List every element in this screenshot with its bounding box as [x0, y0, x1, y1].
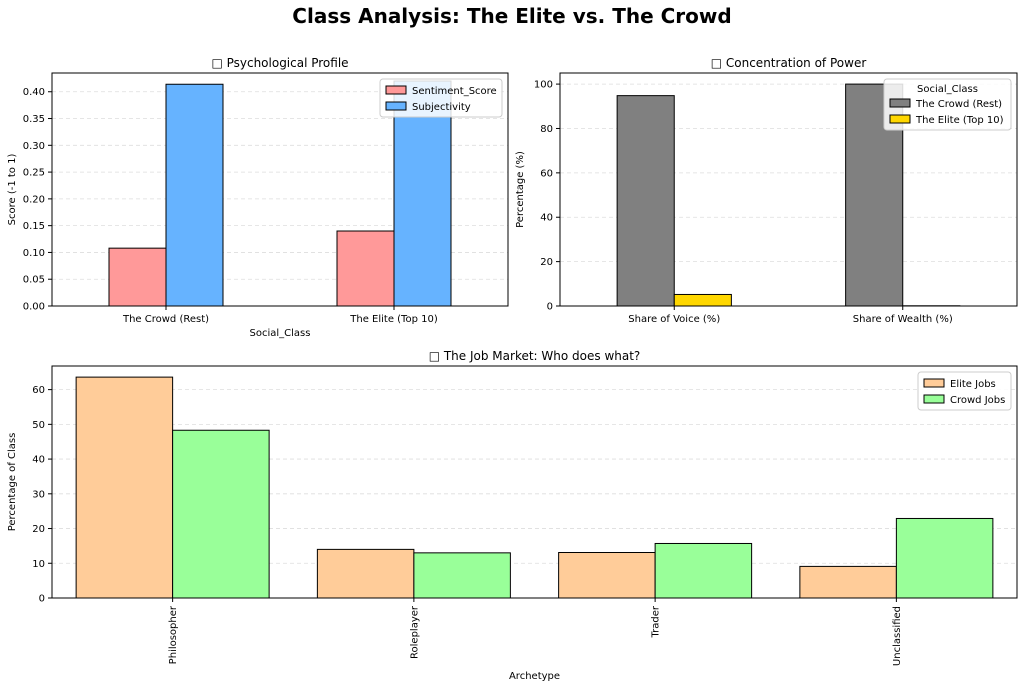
plot-frame [559, 72, 1018, 307]
chart-title: □ Psychological Profile [211, 56, 348, 70]
legend-label: Subjectivity [412, 102, 471, 113]
legend-label: The Elite (Top 10) [915, 115, 1004, 126]
bar-crowd-jobs [895, 517, 994, 599]
y-axis-label: Percentage of Class [7, 433, 18, 532]
bar-sentiment-score [108, 247, 167, 307]
legend-swatch [923, 394, 945, 404]
y-tick-label: 80 [540, 124, 553, 135]
x-axis-label: Social_Class [250, 328, 311, 339]
legend-label: Sentiment_Score [412, 86, 497, 97]
y-tick-label: 0.40 [23, 87, 45, 98]
y-tick-label: 50 [32, 420, 45, 431]
legend-swatch [385, 101, 407, 111]
bar-elite-jobs [75, 376, 174, 599]
y-tick-label: 0.00 [23, 302, 45, 313]
y-tick-label: 0.15 [23, 221, 45, 232]
bar-the-elite-top-10- [673, 293, 732, 307]
legend-label: The Crowd (Rest) [915, 99, 1002, 110]
bar-subjectivity [165, 83, 224, 307]
y-tick-label: 100 [534, 80, 553, 91]
plot-frame [51, 365, 1018, 599]
plot-frame [51, 72, 509, 307]
y-tick-label: 40 [540, 213, 553, 224]
bar-sentiment-score [336, 230, 395, 307]
chart-title: □ The Job Market: Who does what? [429, 349, 641, 363]
panel-concentration-of-power: 0 20 40 60 80 100 Share of Voice (%) Share of W… [515, 56, 1018, 325]
figure-title: Class Analysis: The Elite vs. The Crowd [292, 4, 731, 28]
bar-the-crowd-rest- [616, 95, 675, 307]
legend-swatch [889, 114, 911, 124]
bar-subjectivity [393, 80, 452, 307]
chart-title: □ Concentration of Power [711, 56, 867, 70]
y-tick-label: 20 [540, 257, 553, 268]
x-tick-label: Share of Voice (%) [628, 314, 720, 325]
y-axis-label: Score (-1 to 1) [7, 154, 18, 226]
y-tick-label: 0 [547, 302, 553, 313]
x-tick-label: Unclassified [892, 606, 903, 666]
bar-elite-jobs [316, 548, 415, 599]
x-tick-label: Trader [651, 605, 662, 638]
y-tick-label: 0.10 [23, 248, 45, 259]
panel-psychological-profile: 0.00 0.05 0.10 0.15 0.20 0.25 0.30 0.35 0.40 The … [7, 56, 509, 339]
y-tick-label: 0.05 [23, 275, 45, 286]
y-tick-label: 30 [32, 489, 45, 500]
y-tick-label: 60 [32, 385, 45, 396]
legend-label: Elite Jobs [950, 379, 996, 390]
panel-job-market: 0 10 20 30 40 50 60 Philosopher Roleplayer Trader… [7, 349, 1018, 682]
bar-crowd-jobs [654, 542, 753, 599]
x-tick-label: Philosopher [168, 605, 179, 664]
legend-box [883, 78, 1012, 131]
bar-crowd-jobs [413, 552, 511, 599]
y-tick-label: 0.30 [23, 141, 45, 152]
y-tick-label: 40 [32, 455, 45, 466]
y-tick-label: 0.20 [23, 194, 45, 205]
legend-box [379, 78, 503, 118]
y-axis-label: Percentage (%) [515, 151, 526, 228]
y-tick-label: 0 [39, 594, 45, 605]
legend-swatch [923, 378, 945, 388]
legend-swatch [385, 85, 407, 95]
legend-swatch [889, 98, 911, 108]
x-tick-label: Share of Wealth (%) [853, 314, 953, 325]
y-tick-label: 20 [32, 524, 45, 535]
y-tick-label: 10 [32, 559, 45, 570]
x-tick-label: Roleplayer [409, 605, 420, 659]
y-tick-label: 60 [540, 168, 553, 179]
y-tick-label: 0.25 [23, 168, 45, 179]
legend-title: Social_Class [917, 84, 978, 95]
bar-elite-jobs [558, 552, 656, 599]
bar-crowd-jobs [172, 429, 270, 599]
x-tick-label: The Elite (Top 10) [349, 314, 438, 325]
y-tick-label: 0.35 [23, 114, 45, 125]
legend-label: Crowd Jobs [950, 395, 1005, 406]
bar-elite-jobs [799, 565, 897, 599]
x-axis-label: Archetype [509, 671, 560, 682]
x-tick-label: The Crowd (Rest) [122, 314, 209, 325]
